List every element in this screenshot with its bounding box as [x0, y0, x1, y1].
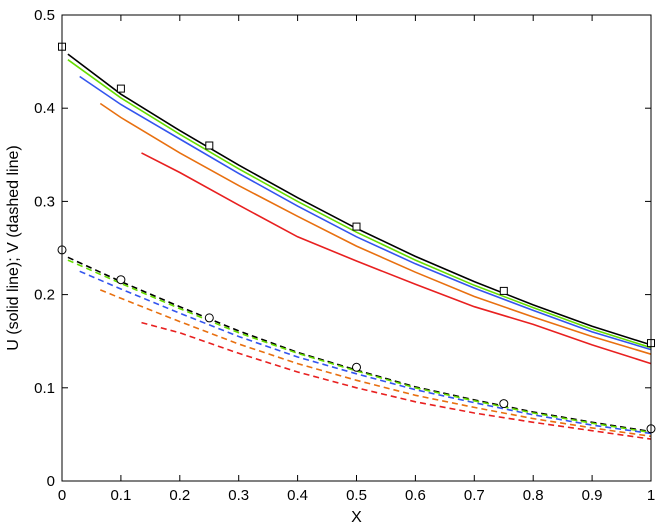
series-line-v-6 — [67, 259, 652, 434]
x-tick-label: 0.7 — [464, 487, 485, 504]
x-tick-label: 0.9 — [582, 487, 603, 504]
x-tick-label: 0.3 — [228, 487, 249, 504]
marker-circle-2 — [204, 313, 214, 323]
y-tick-label: 0 — [47, 473, 55, 490]
x-tick-label: 0.6 — [405, 487, 426, 504]
y-tick-label: 0.1 — [34, 380, 55, 397]
y-tick-label: 0.3 — [34, 193, 55, 210]
marker-square-4 — [499, 286, 508, 295]
x-tick-label: 1 — [647, 487, 655, 504]
x-tick-label: 0.2 — [169, 487, 190, 504]
marker-circle-3 — [352, 362, 361, 372]
marker-square-2 — [205, 141, 214, 150]
x-tick-label: 0.5 — [346, 487, 367, 504]
x-tick-label: 0.8 — [523, 487, 544, 504]
marker-square-1 — [116, 84, 125, 93]
marker-square-3 — [352, 222, 361, 231]
x-tick-label: 0 — [58, 487, 66, 504]
series-line-u-1 — [67, 59, 652, 349]
y-tick-label: 0.5 — [34, 7, 55, 24]
y-axis-label: U (solid line); V (dashed line) — [5, 145, 22, 350]
plot-area — [62, 15, 651, 481]
x-tick-label: 0.4 — [287, 487, 308, 504]
series-line-v-8 — [99, 289, 652, 438]
tick-layer: 0 0.1 0.2 0.3 0.4 0.5 0.6 0.7 0.8 0.9 1 0 0.1 0.2 0.3 0… — [34, 7, 655, 504]
marker-circle-4 — [499, 399, 509, 409]
series-line-v-7 — [79, 270, 652, 435]
series-line-v-9 — [141, 321, 652, 440]
x-tick-label: 0.1 — [110, 487, 131, 504]
series-line-u-2 — [79, 75, 652, 351]
marker-circle-1 — [116, 275, 126, 285]
y-tick-label: 0.2 — [34, 287, 55, 304]
series-line-u-4 — [141, 152, 652, 365]
x-axis-label: X — [351, 509, 362, 526]
y-tick-label: 0.4 — [34, 100, 55, 117]
series-line-u-3 — [99, 102, 652, 355]
